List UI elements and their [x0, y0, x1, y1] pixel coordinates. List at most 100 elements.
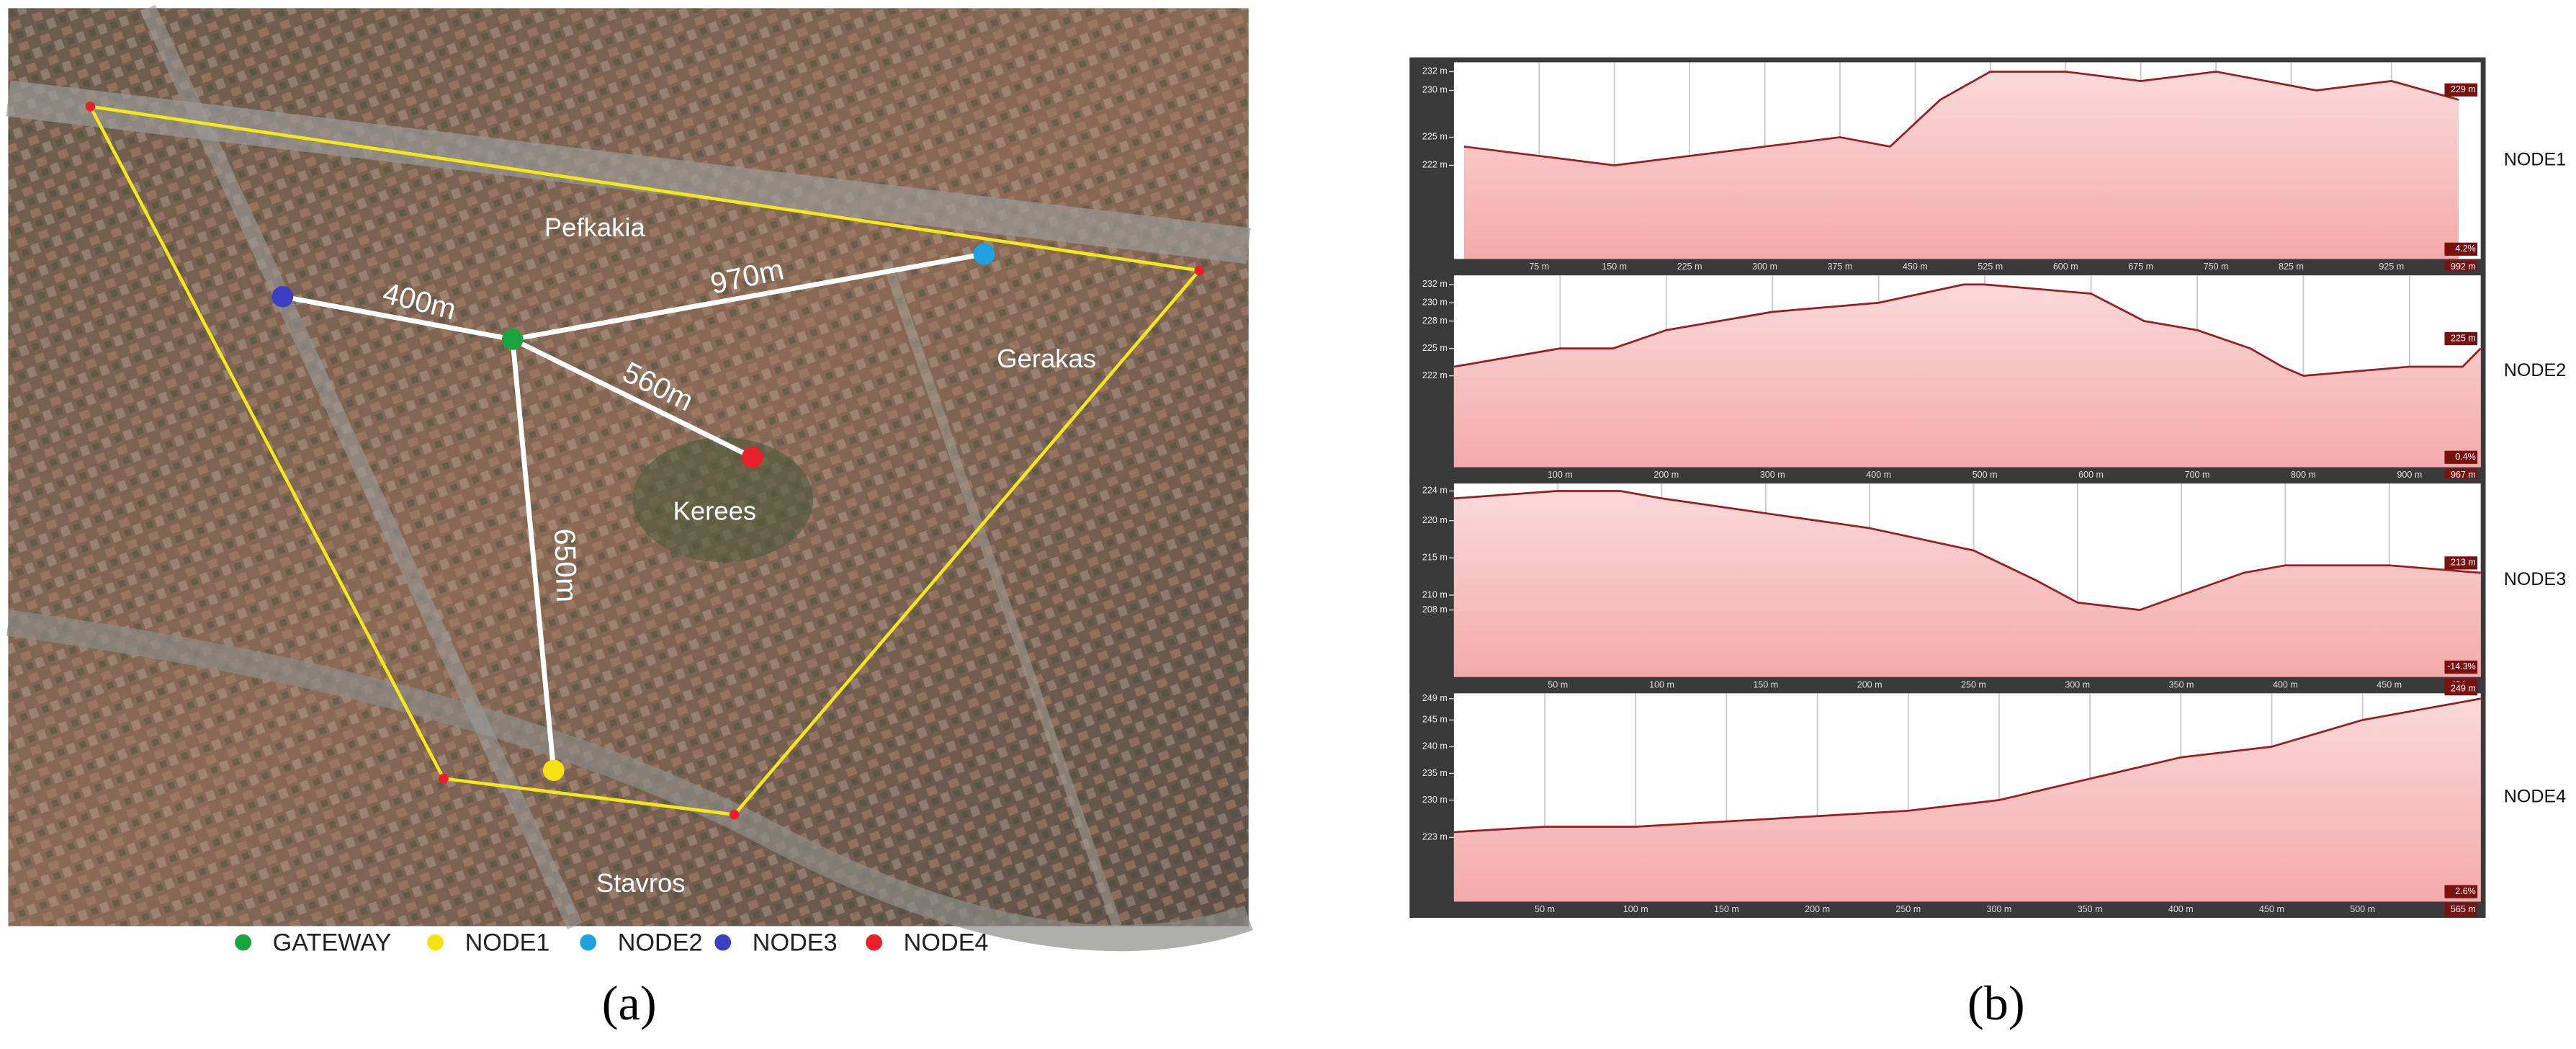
- road: [140, 4, 583, 930]
- annotation: 992 m: [2451, 262, 2476, 272]
- y-tick-label: 208 m: [1422, 604, 1448, 615]
- legend-label: NODE4: [904, 929, 989, 956]
- annotation: 2.6%: [2455, 886, 2476, 896]
- annotation: 249 m: [2451, 683, 2476, 693]
- map-panel: [6, 4, 1253, 952]
- corner: [85, 102, 96, 112]
- annotation: 967 m: [2451, 470, 2476, 480]
- y-tick-label: 245 m: [1422, 715, 1448, 725]
- y-tick-label: 230 m: [1422, 298, 1448, 308]
- y-tick-label: 228 m: [1422, 316, 1448, 326]
- place-label: Pefkakia: [544, 213, 646, 242]
- annotation: 229 m: [2451, 84, 2476, 94]
- y-tick-label: 220 m: [1422, 515, 1448, 525]
- legend-label: GATEWAY: [273, 929, 392, 956]
- profile-line: [1453, 697, 2481, 834]
- y-tick-label: 223 m: [1422, 832, 1448, 842]
- y-tick-label: 215 m: [1422, 553, 1448, 563]
- x-tick-label: 200 m: [1653, 470, 1679, 480]
- link: [511, 336, 754, 460]
- y-tick-label: 222 m: [1422, 160, 1448, 170]
- legend-marker: [714, 934, 732, 951]
- y-tick-label: 210 m: [1422, 589, 1448, 599]
- y-tick-label: 240 m: [1422, 741, 1448, 751]
- x-tick-label: 250 m: [1961, 679, 1986, 689]
- node: [542, 759, 565, 782]
- map-overlay: 400m 970m560m650mPefkakiaGerakasKereesSta…: [85, 102, 1205, 956]
- annotation: 0.4%: [2455, 452, 2476, 462]
- profile-chart: 100 m 200 m 300 m 400 m 500 m 600 m 700 m 800 m…: [1409, 270, 2566, 484]
- profile-area: [1453, 491, 2481, 677]
- annotation-box: [2444, 450, 2478, 464]
- x-tick-label: 200 m: [1805, 904, 1830, 914]
- x-tick-label: 300 m: [1752, 262, 1777, 272]
- x-tick-label: 200 m: [1857, 679, 1882, 689]
- x-tick-label: 900 m: [2397, 470, 2422, 480]
- y-tick-label: 222 m: [1422, 370, 1448, 380]
- annotation-box: [2444, 885, 2478, 898]
- x-tick-label: 150 m: [1753, 679, 1778, 689]
- x-tick-label: 300 m: [1760, 470, 1785, 480]
- x-tick-label: 750 m: [2204, 262, 2229, 272]
- legend-label: NODE1: [465, 929, 550, 956]
- profile-area: [1453, 698, 2481, 902]
- link: [282, 294, 513, 342]
- x-tick-label: 350 m: [2169, 679, 2194, 689]
- profile-line: [1453, 490, 2481, 612]
- link: [512, 251, 985, 342]
- place-label: Stavros: [596, 868, 686, 898]
- legend-marker: [580, 934, 597, 951]
- y-tick-label: 230 m: [1422, 795, 1448, 805]
- profiles: 75 m 150 m 225 m 300 m 375 m 450 m 525 m 600 m 6…: [1409, 57, 2566, 918]
- link: [510, 339, 557, 771]
- y-tick-label: 249 m: [1422, 693, 1448, 703]
- profile-line: [1453, 283, 2482, 378]
- y-tick-label: 230 m: [1422, 85, 1448, 95]
- legend-marker: [427, 934, 444, 951]
- annotation-box: [2444, 660, 2478, 674]
- corner: [1194, 265, 1205, 276]
- x-tick-label: 50 m: [1548, 679, 1568, 689]
- x-tick-label: 50 m: [1535, 904, 1555, 914]
- x-tick-label: 800 m: [2291, 470, 2316, 480]
- annotation: 565 m: [2451, 904, 2476, 914]
- y-tick-label: 232 m: [1422, 66, 1448, 76]
- x-tick-label: 150 m: [1602, 262, 1627, 272]
- distance-label: 650m: [548, 528, 584, 603]
- legend-label: NODE3: [753, 929, 838, 956]
- x-tick-label: 675 m: [2128, 262, 2153, 272]
- x-tick-label: 300 m: [1987, 904, 2012, 914]
- caption: (a): [602, 976, 657, 1030]
- park: [632, 437, 814, 563]
- x-tick-label: 375 m: [1828, 262, 1853, 272]
- profile-chart: 75 m 150 m 225 m 300 m 375 m 450 m 525 m 600 m 6…: [1409, 57, 2566, 276]
- node: [973, 243, 995, 265]
- annotation-box: [2444, 83, 2478, 97]
- y-tick-label: 235 m: [1422, 768, 1448, 778]
- x-tick-label: 525 m: [1978, 262, 2003, 272]
- node: [741, 446, 763, 468]
- place-label: Kerees: [673, 496, 757, 526]
- x-tick-label: 600 m: [2053, 262, 2078, 272]
- x-tick-label: 450 m: [2259, 904, 2284, 914]
- chart-title: NODE4: [2504, 786, 2566, 806]
- chart-title: NODE3: [2504, 569, 2566, 589]
- x-tick-label: 250 m: [1895, 904, 1921, 914]
- legend-marker: [866, 934, 883, 951]
- annotation-box: [2444, 556, 2478, 570]
- corner: [439, 773, 449, 784]
- profile-line: [1463, 71, 2459, 166]
- place-label: Gerakas: [997, 344, 1096, 373]
- x-tick-label: 75 m: [1529, 262, 1549, 272]
- x-tick-label: 400 m: [2168, 904, 2194, 914]
- x-tick-label: 300 m: [2065, 679, 2090, 689]
- legend-label: NODE2: [618, 929, 703, 956]
- x-tick-label: 100 m: [1548, 470, 1573, 480]
- x-tick-label: 500 m: [2350, 904, 2375, 914]
- y-tick-label: 225 m: [1422, 132, 1448, 142]
- annotation-box: [2444, 242, 2478, 256]
- profile-chart: 50 m 100 m 150 m 200 m 250 m 300 m 350 m 400 m 4…: [1409, 478, 2566, 694]
- x-tick-label: 825 m: [2279, 262, 2304, 272]
